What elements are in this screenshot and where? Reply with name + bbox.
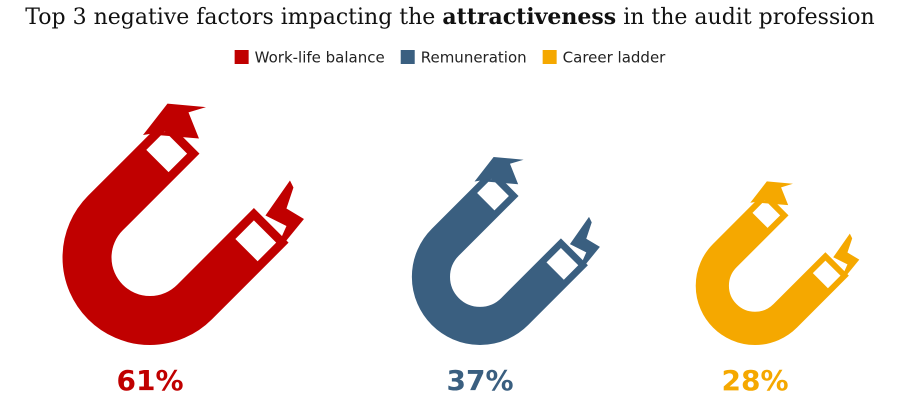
lightning-bolt <box>474 156 524 185</box>
legend-swatch <box>542 50 557 64</box>
magnet-tip <box>141 126 193 178</box>
chart-title: Top 3 negative factors impacting the att… <box>25 4 874 30</box>
magnet-icon <box>695 181 860 345</box>
magnet-tip <box>230 215 282 267</box>
legend-label: Career ladder <box>563 49 667 67</box>
magnet-body <box>695 191 849 345</box>
magnet-tip <box>809 257 844 292</box>
value-label: 61% <box>116 364 183 397</box>
title-emphasis: attractiveness <box>442 4 616 30</box>
legend: Work-life balance Remuneration Career ladd… <box>234 49 667 67</box>
magnet-tip <box>473 174 513 215</box>
title-part: in the audit profession <box>616 5 875 30</box>
lightning-bolt <box>750 181 793 206</box>
legend-label: Work-life balance <box>255 49 385 67</box>
magnet <box>411 168 588 345</box>
lightning-bolt <box>265 180 304 258</box>
magnet-body <box>411 168 588 345</box>
magnet-icon <box>62 103 304 345</box>
legend-label: Remuneration <box>421 49 527 67</box>
legend-swatch <box>400 50 415 64</box>
lightning-bolt <box>143 103 206 139</box>
value-label: 37% <box>446 364 513 397</box>
lightning-bolt <box>833 233 860 286</box>
lightning-bolt <box>569 216 600 277</box>
magnet <box>62 118 289 345</box>
magnet-tip <box>542 244 583 284</box>
magnet-body <box>62 118 289 345</box>
magnet <box>695 191 849 345</box>
magnet-icon <box>411 156 600 345</box>
legend-swatch <box>234 50 249 64</box>
title-part: Top 3 negative factors impacting the <box>25 5 442 30</box>
value-label: 28% <box>721 364 788 397</box>
magnet-tip <box>749 196 784 232</box>
